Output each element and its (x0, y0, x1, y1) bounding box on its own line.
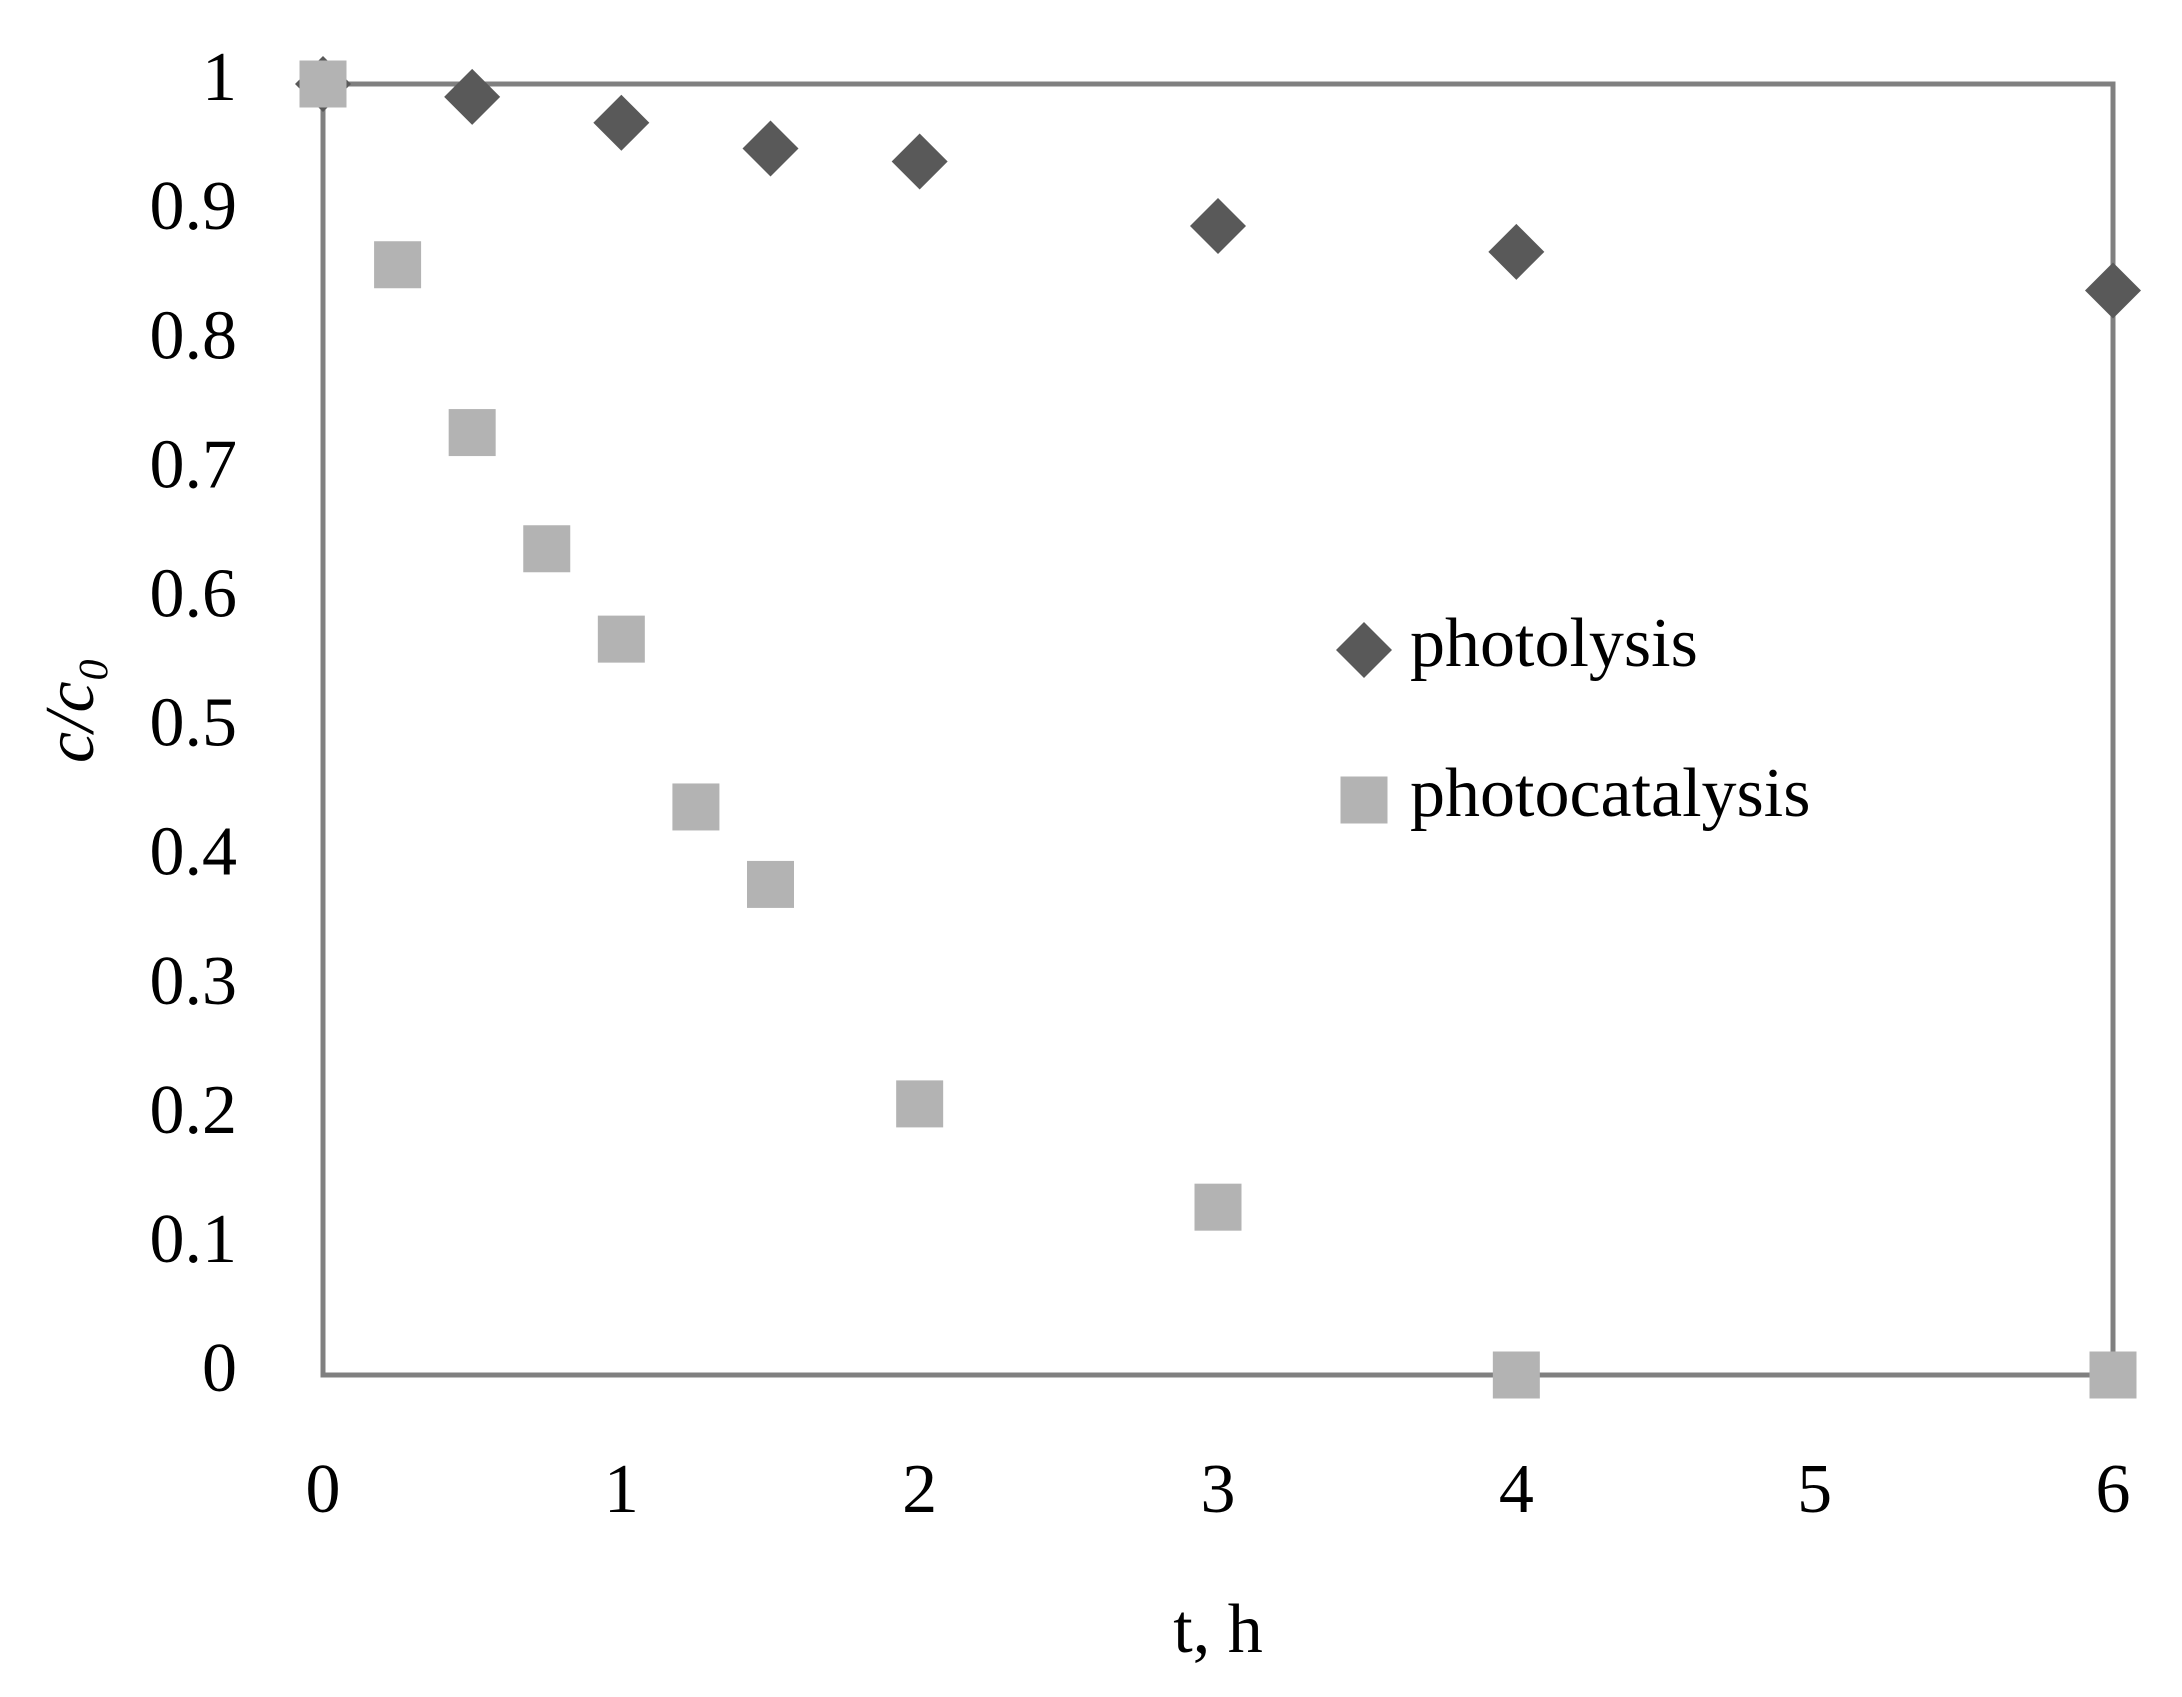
x-tick-label: 2 (902, 1451, 937, 1528)
y-tick-label: 0.7 (150, 426, 238, 503)
y-tick-label: 0.8 (150, 297, 238, 374)
x-tick-label: 5 (1797, 1451, 1832, 1528)
x-tick-label: 6 (2096, 1451, 2131, 1528)
square-marker (374, 241, 422, 289)
diamond-marker (891, 133, 948, 190)
y-tick-label: 0.1 (150, 1201, 238, 1278)
square-marker (896, 1080, 944, 1128)
square-marker (1492, 1351, 1540, 1399)
y-tick-label: 0.4 (150, 814, 238, 891)
legend-marker (1340, 776, 1388, 824)
square-marker (747, 860, 794, 908)
y-tick-label: 0.5 (150, 685, 238, 762)
x-tick-label: 4 (1499, 1451, 1534, 1528)
square-marker (299, 60, 347, 108)
y-tick-label: 0.6 (150, 555, 238, 632)
y-axis-label: c/c₀ (32, 657, 109, 763)
y-tick-label: 0.2 (150, 1072, 238, 1149)
square-marker (597, 615, 645, 663)
y-tick-label: 0.3 (150, 943, 238, 1020)
square-marker (523, 525, 571, 573)
diamond-marker (1488, 223, 1545, 280)
square-marker (1194, 1183, 1242, 1231)
legend-marker (1336, 622, 1392, 678)
x-tick-label: 1 (604, 1451, 639, 1528)
x-tick-label: 0 (306, 1451, 341, 1528)
x-axis-label: t, h (1173, 1591, 1262, 1668)
diamond-marker (2085, 262, 2141, 319)
y-tick-label: 1 (202, 39, 237, 116)
x-tick-label: 3 (1201, 1451, 1236, 1528)
diamond-marker (593, 94, 650, 151)
diamond-marker (444, 68, 501, 125)
y-tick-label: 0.9 (150, 168, 238, 245)
square-marker (2089, 1351, 2137, 1399)
diamond-marker (742, 120, 799, 177)
plot-frame (320, 81, 2116, 1378)
y-tick-label: 0 (202, 1330, 237, 1407)
legend-label: photolysis (1410, 605, 1698, 682)
square-marker (448, 409, 496, 457)
square-marker (672, 783, 720, 831)
diamond-marker (1190, 198, 1246, 255)
legend-label: photocatalysis (1410, 755, 1810, 832)
